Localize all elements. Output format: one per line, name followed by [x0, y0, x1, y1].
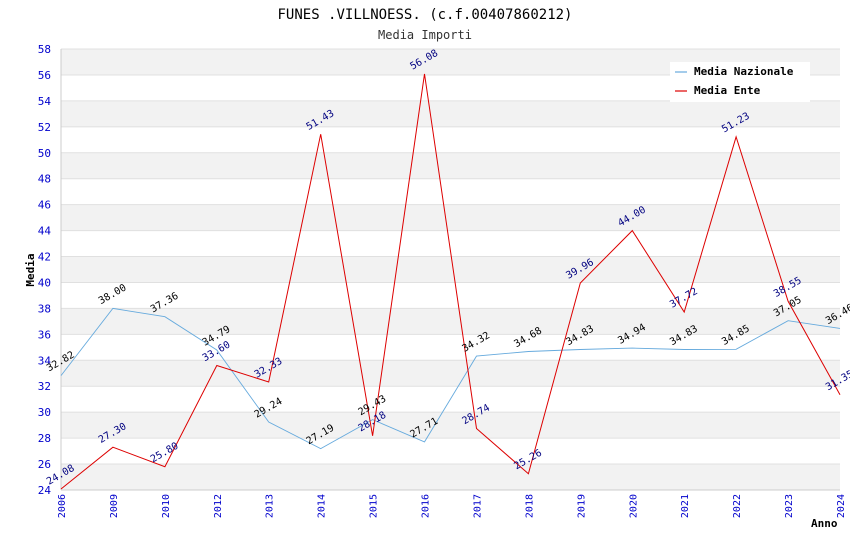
grid-bands [60, 48, 840, 491]
legend-label-media-nazionale: Media Nazionale [694, 65, 794, 78]
series-line-media-ente [60, 73, 841, 490]
chart-subtitle: Media Importi [378, 28, 472, 42]
x-tick-label: 2015 [369, 494, 380, 518]
x-axis-ticks: 2006 2009 2010 2012 2013 2014 2015 2016 2017 2018… [57, 494, 847, 518]
y-tick-label: 34 [38, 354, 52, 367]
y-tick-label: 54 [38, 95, 52, 108]
chart-title: FUNES .VILLNOESS. (c.f.00407860212) [277, 7, 572, 23]
y-tick-label: 30 [38, 406, 51, 419]
grid-band [61, 412, 840, 439]
x-tick-label: 2022 [732, 494, 743, 518]
y-tick-label: 46 [38, 199, 51, 212]
series-line-media-nazionale [60, 307, 841, 450]
x-tick-label: 2014 [317, 494, 328, 518]
x-tick-label: 2018 [524, 494, 535, 518]
y-tick-label: 42 [38, 251, 51, 264]
series-lines [60, 73, 841, 490]
grid-band [61, 100, 840, 127]
x-tick-label: 2024 [836, 494, 847, 518]
x-tick-label: 2020 [628, 494, 639, 518]
grid-band [61, 464, 840, 490]
x-tick-label: 2009 [109, 494, 120, 518]
x-tick-label: 2019 [576, 494, 587, 518]
y-tick-label: 44 [38, 225, 52, 238]
y-tick-label: 38 [38, 302, 51, 315]
x-axis-label: Anno [811, 517, 838, 530]
y-tick-label: 52 [38, 121, 51, 134]
grid-band [61, 308, 840, 335]
y-tick-label: 56 [38, 69, 51, 82]
grid-band [61, 126, 840, 153]
grid-band [61, 360, 840, 387]
grid-band [61, 334, 840, 361]
x-tick-label: 2023 [784, 494, 795, 518]
grid-band [61, 282, 840, 309]
legend-box [670, 62, 810, 102]
legend-label-media-ente: Media Ente [694, 84, 761, 97]
y-tick-label: 26 [38, 458, 51, 471]
y-tick-label: 36 [38, 328, 51, 341]
x-tick-label: 2016 [421, 494, 432, 518]
x-tick-label: 2012 [213, 494, 224, 518]
y-tick-label: 40 [38, 276, 51, 289]
grid-band [61, 256, 840, 283]
x-tick-label: 2021 [680, 494, 691, 518]
x-tick-label: 2010 [161, 494, 172, 518]
grid-band [61, 178, 840, 205]
y-tick-label: 28 [38, 432, 51, 445]
x-tick-label: 2017 [472, 494, 483, 518]
y-tick-label: 24 [38, 484, 52, 497]
y-tick-label: 48 [38, 173, 51, 186]
grid-band [61, 152, 840, 179]
y-tick-label: 58 [38, 43, 51, 56]
y-tick-label: 32 [38, 380, 51, 393]
y-axis-label: Media [24, 253, 37, 286]
y-tick-label: 50 [38, 147, 51, 160]
x-tick-label: 2006 [57, 494, 68, 518]
grid-band [61, 438, 840, 465]
x-tick-label: 2013 [265, 494, 276, 518]
legend: Media Nazionale Media Ente [670, 62, 810, 102]
y-axis-ticks: 24 26 28 30 32 34 36 38 40 42 44 46 48 50 52 54 56 58 [38, 43, 52, 497]
grid-band [61, 204, 840, 231]
